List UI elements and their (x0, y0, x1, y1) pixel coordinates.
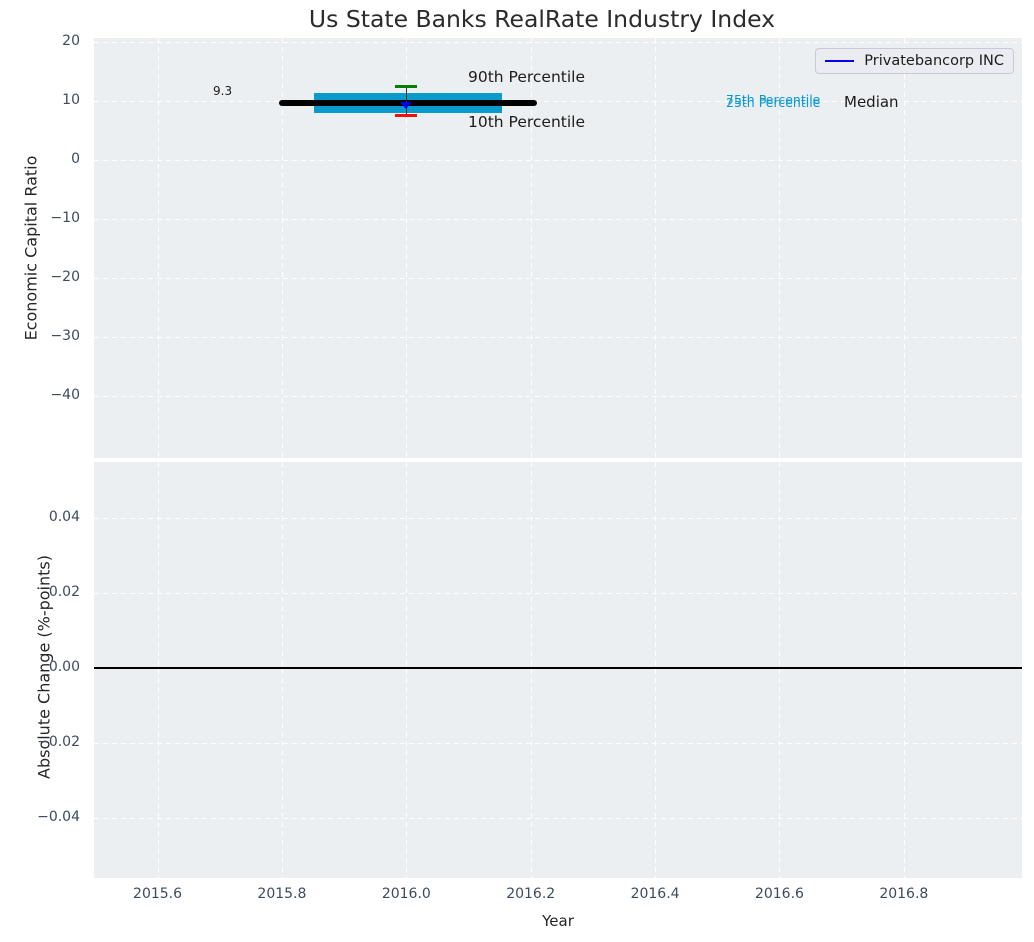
grid-line-vertical (157, 462, 159, 878)
grid-line-vertical (779, 462, 781, 878)
grid-line-horizontal (93, 518, 1022, 520)
zero-line (93, 667, 1022, 670)
y-tick-label: 0 (71, 151, 80, 168)
x-tick-label: 2016.6 (754, 886, 804, 902)
grid-line-vertical (281, 462, 283, 878)
p10-cap (395, 114, 418, 118)
company-data-point (400, 101, 413, 109)
p10-annotation: 10th Percentile (468, 113, 586, 131)
grid-line-horizontal (93, 160, 1022, 162)
grid-line-vertical (530, 38, 532, 458)
legend: Privatebancorp INC (815, 48, 1014, 74)
x-tick-label: 2016.4 (630, 886, 680, 902)
p90-annotation: 90th Percentile (468, 68, 586, 86)
bottom-plot-area (93, 462, 1022, 878)
y-tick-label: −10 (50, 210, 80, 227)
y-tick-label: 20 (62, 33, 80, 50)
grid-line-vertical (903, 462, 905, 878)
y-tick-label: −0.04 (37, 809, 80, 826)
grid-line-vertical (406, 462, 408, 878)
y-tick-label: −20 (50, 269, 80, 286)
median-annotation: Median (844, 93, 899, 111)
grid-line-horizontal (93, 396, 1022, 398)
grid-line-horizontal (93, 42, 1022, 44)
top-plot-area (93, 38, 1022, 458)
grid-line-horizontal (93, 219, 1022, 221)
grid-line-vertical (530, 462, 532, 878)
top-y-axis-label: Economic Capital Ratio (21, 155, 41, 341)
grid-line-horizontal (93, 593, 1022, 595)
grid-line-vertical (779, 38, 781, 458)
p25-annotation: 25th Percentile (726, 95, 821, 110)
grid-line-horizontal (93, 337, 1022, 339)
legend-line-sample (825, 59, 855, 63)
x-tick-label: 2015.8 (257, 886, 307, 902)
legend-series-label: Privatebancorp INC (864, 53, 1004, 69)
percentile-whisker (405, 86, 408, 116)
y-tick-label: −30 (50, 328, 80, 345)
grid-line-horizontal (93, 818, 1022, 820)
x-axis-label: Year (542, 912, 574, 930)
grid-line-vertical (281, 38, 283, 458)
y-tick-label: −40 (50, 387, 80, 404)
p75-annotation: 75th Percentile (726, 92, 821, 107)
x-tick-label: 2016.8 (879, 886, 929, 902)
grid-line-horizontal (93, 101, 1022, 103)
y-tick-label: 0.04 (48, 509, 80, 526)
y-tick-label: 10 (62, 92, 80, 109)
chart-title: Us State Banks RealRate Industry Index (308, 5, 776, 33)
grid-line-vertical (406, 38, 408, 458)
p90-cap (395, 85, 418, 89)
y-tick-label: 0.02 (48, 584, 80, 601)
y-tick-label: 0.00 (48, 659, 80, 676)
grid-line-horizontal (93, 743, 1022, 745)
y-tick-label: −0.02 (37, 734, 80, 751)
grid-line-vertical (903, 38, 905, 458)
grid-line-vertical (655, 462, 657, 878)
grid-line-vertical (157, 38, 159, 458)
x-tick-label: 2015.6 (133, 886, 183, 902)
x-tick-label: 2016.0 (381, 886, 431, 902)
grid-line-vertical (655, 38, 657, 458)
value-annotation: 9.3 (213, 84, 233, 98)
x-tick-label: 2016.2 (506, 886, 556, 902)
grid-line-horizontal (93, 278, 1022, 280)
